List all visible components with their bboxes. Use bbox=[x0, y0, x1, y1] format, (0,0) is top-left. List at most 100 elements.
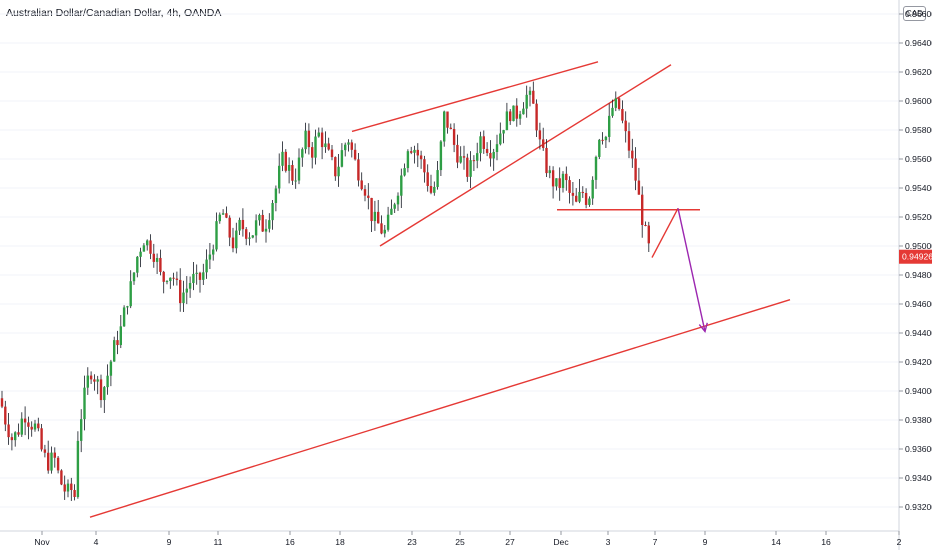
time-tick-label: 7 bbox=[653, 537, 658, 547]
candle-body bbox=[281, 151, 284, 166]
candle-body bbox=[235, 230, 238, 249]
last-price-label: 0.94926 bbox=[902, 252, 932, 262]
candle-body bbox=[538, 130, 542, 140]
candle-body bbox=[456, 144, 459, 163]
candle-body bbox=[449, 127, 452, 129]
candle-body bbox=[396, 195, 400, 205]
candle-body bbox=[522, 108, 525, 115]
candle-body bbox=[172, 277, 175, 279]
candle-body bbox=[439, 141, 443, 171]
candle-body bbox=[264, 228, 268, 232]
time-tick-label: 14 bbox=[771, 537, 781, 547]
candle-body bbox=[96, 379, 99, 382]
candle-body bbox=[225, 213, 228, 218]
candle-body bbox=[647, 225, 650, 244]
candle-body bbox=[142, 245, 146, 252]
long-term-trendline[interactable] bbox=[89, 298, 791, 518]
retest-leg[interactable] bbox=[651, 207, 679, 258]
candle-body bbox=[40, 428, 43, 450]
candle-body bbox=[56, 457, 60, 471]
candle-body bbox=[63, 484, 66, 492]
candle-body bbox=[479, 136, 482, 154]
candle-body bbox=[581, 191, 584, 193]
candle-body bbox=[53, 452, 56, 458]
time-tick-label: 25 bbox=[455, 537, 465, 547]
candle-body bbox=[324, 143, 327, 148]
candle-body bbox=[347, 142, 350, 145]
candle-body bbox=[274, 188, 278, 204]
candle-body bbox=[146, 240, 149, 246]
last-price-badge bbox=[899, 249, 932, 264]
candle-body bbox=[152, 253, 155, 262]
candle-body bbox=[386, 214, 390, 230]
candle-body bbox=[410, 151, 413, 153]
candle-body bbox=[476, 153, 479, 161]
candle-body bbox=[103, 387, 106, 401]
candle-body bbox=[532, 90, 535, 104]
candle-body bbox=[119, 326, 122, 346]
candle-body bbox=[122, 307, 126, 327]
candle-body bbox=[617, 98, 621, 109]
wedge-lower[interactable] bbox=[379, 64, 672, 247]
candle-body bbox=[261, 214, 264, 232]
candle-body bbox=[162, 271, 165, 282]
candle-body bbox=[271, 203, 274, 221]
candle-body bbox=[423, 159, 426, 173]
candle-body bbox=[518, 114, 522, 119]
candle-body bbox=[155, 257, 159, 262]
trendlines-layer bbox=[89, 61, 791, 518]
candle-body bbox=[353, 149, 357, 160]
candle-body bbox=[380, 223, 383, 234]
candle-body bbox=[208, 254, 212, 260]
time-tick-label: 2 bbox=[897, 537, 902, 547]
time-tick-label: 4 bbox=[94, 537, 99, 547]
candle-body bbox=[492, 152, 495, 159]
candle-body bbox=[218, 214, 221, 222]
projection-arrow[interactable] bbox=[677, 208, 706, 332]
candle-body bbox=[284, 151, 287, 171]
candle-body bbox=[575, 195, 578, 202]
currency-badge[interactable]: CAD bbox=[903, 6, 926, 21]
candle-body bbox=[367, 195, 370, 198]
candle-body bbox=[215, 221, 218, 250]
candle-body bbox=[30, 426, 33, 430]
candle-body bbox=[373, 211, 377, 222]
candle-body bbox=[525, 94, 528, 109]
candle-body bbox=[182, 292, 185, 304]
candle-body bbox=[601, 139, 604, 141]
wedge-upper[interactable] bbox=[351, 61, 599, 133]
candle-body bbox=[548, 170, 551, 174]
candle-body bbox=[535, 103, 538, 131]
candle-body bbox=[584, 192, 588, 205]
candle-body bbox=[23, 418, 27, 423]
candle-body bbox=[136, 256, 139, 273]
candle-body bbox=[129, 281, 132, 307]
candle-body bbox=[116, 340, 119, 346]
time-tick-label: 18 bbox=[335, 537, 345, 547]
candle-body bbox=[350, 142, 353, 150]
candle-body bbox=[512, 105, 515, 122]
candle-body bbox=[509, 111, 512, 122]
candle-body bbox=[301, 149, 304, 158]
candle-body bbox=[192, 273, 195, 284]
candle-body bbox=[363, 189, 367, 196]
price-tick-label: 0.93200 bbox=[905, 502, 932, 512]
candle-body bbox=[14, 432, 17, 441]
candle-body bbox=[245, 229, 248, 239]
candle-body bbox=[251, 235, 254, 238]
candle-body bbox=[631, 150, 634, 159]
candle-body bbox=[436, 170, 439, 187]
time-tick-label: Nov bbox=[34, 537, 50, 547]
candle-body bbox=[205, 259, 208, 273]
candle-body bbox=[248, 237, 251, 239]
candle-body bbox=[594, 156, 598, 180]
